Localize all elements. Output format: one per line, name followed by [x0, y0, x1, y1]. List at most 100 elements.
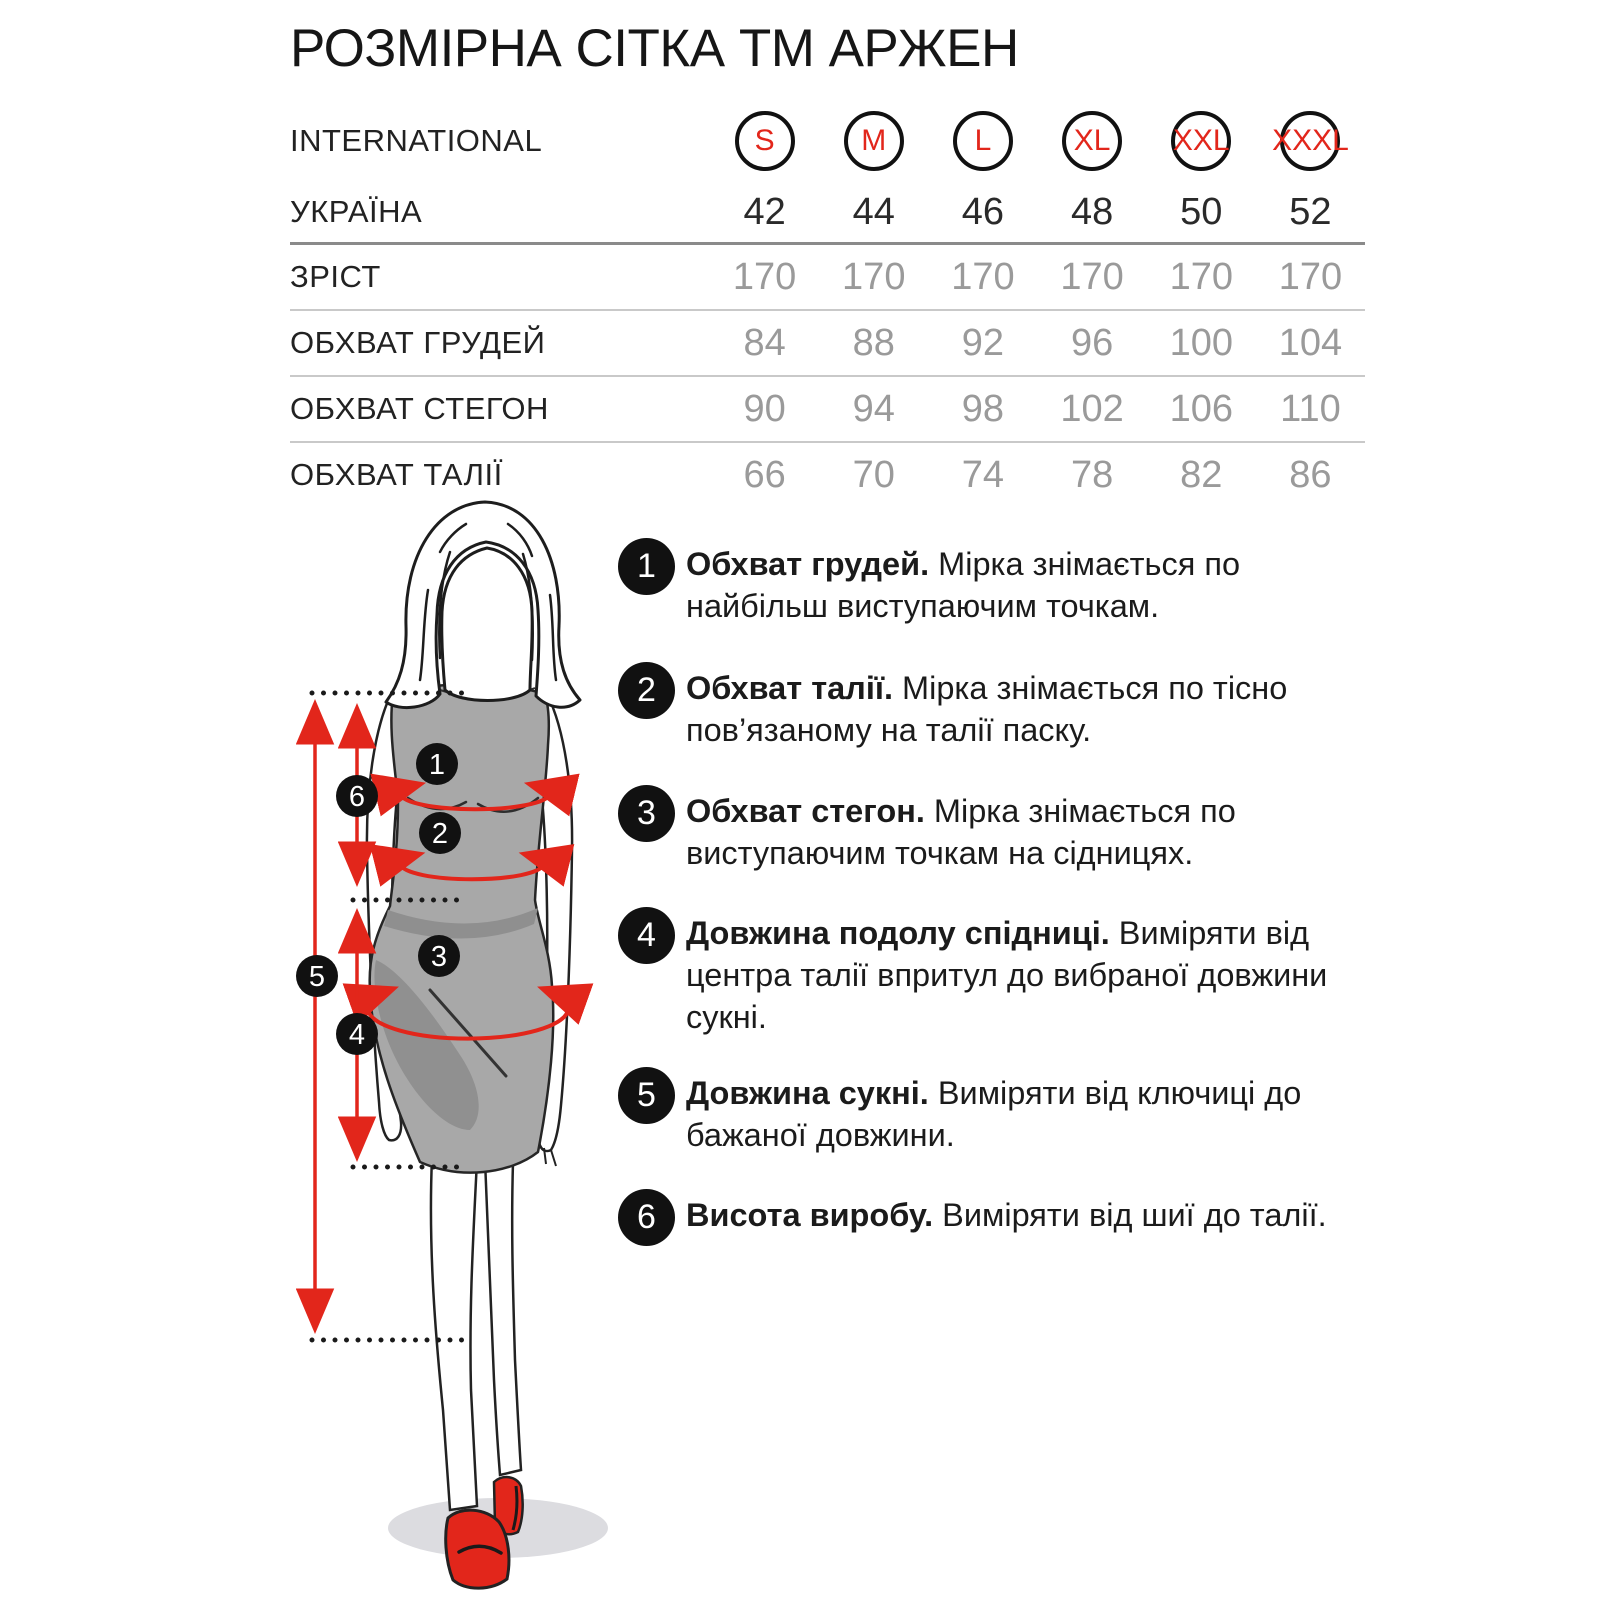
- figure-marker-6: 6: [349, 781, 365, 813]
- table-row-height: ЗРІСТ 170 170 170 170 170 170: [290, 245, 1365, 309]
- cell-value: 94: [852, 387, 895, 430]
- figure-marker-2: 2: [432, 818, 448, 850]
- row-label: ОБХВАТ ТАЛІЇ: [290, 457, 503, 492]
- ukraine-size-value: 50: [1180, 190, 1223, 233]
- right-hand-fingers: [543, 1147, 557, 1167]
- table-body: ЗРІСТ 170 170 170 170 170 170 ОБХВАТ ГРУ…: [290, 242, 1365, 507]
- figure-marker-3-circle: [418, 935, 460, 977]
- legend-term-1: Обхват грудей.: [686, 546, 930, 582]
- legend-item-product-height: 6 Висота виробу. Виміряти від шиї до тал…: [618, 1189, 1348, 1246]
- legend-term-5: Довжина сукні.: [686, 1075, 929, 1111]
- cell-value: 100: [1169, 321, 1233, 364]
- row-label-ukraine: УКРАЇНА: [290, 194, 423, 229]
- legend-desc-3: Мірка знімається по виступаючим точкам н…: [686, 793, 1236, 871]
- front-leg: [429, 1156, 479, 1512]
- legend-text-2: Обхват талії. Мірка знімається по тісно …: [686, 662, 1346, 751]
- legend-desc-5: Виміряти від ключиці до бажаної довжини.: [686, 1075, 1302, 1153]
- cell-value: 66: [743, 453, 786, 496]
- legend-text-1: Обхват грудей. Мірка знімається по найбі…: [686, 538, 1346, 627]
- figure-marker-3: 3: [431, 941, 447, 973]
- legend-desc-4: Виміряти від центра талії впритул до виб…: [686, 915, 1328, 1035]
- legend-desc-2: Мірка знімається по тісно пов’язаному на…: [686, 670, 1288, 748]
- figure-marker-4-circle: [336, 1013, 378, 1055]
- cell-value: 170: [842, 255, 906, 298]
- legend-item-hips: 3 Обхват стегон. Мірка знімається по вис…: [618, 785, 1348, 874]
- cell-value: 106: [1169, 387, 1233, 430]
- bust-band: [370, 773, 580, 817]
- cell-value: 170: [732, 255, 797, 298]
- legend-num-4: 4: [618, 907, 675, 964]
- page-title: РОЗМІРНА СІТКА ТМ АРЖЕН: [290, 19, 1019, 78]
- legend-term-2: Обхват талії.: [686, 670, 894, 706]
- back-leg: [483, 1158, 523, 1477]
- row-label-international: INTERNATIONAL: [290, 123, 543, 158]
- legend-text-6: Висота виробу. Виміряти від шиї до талії…: [686, 1189, 1346, 1246]
- cell-value: 170: [1060, 255, 1124, 298]
- size-badge-l: L: [952, 111, 1013, 171]
- figure-marker-5-circle: [296, 955, 338, 997]
- legend-item-waist: 2 Обхват талії. Мірка знімається по тісн…: [618, 662, 1348, 751]
- back-shoe-heel-line: [511, 1485, 519, 1531]
- cell-value: 110: [1280, 387, 1341, 430]
- cell-value: 98: [961, 387, 1005, 430]
- figure-markers: 1 2 3 4 5 6: [296, 743, 461, 1055]
- legend-desc-6: Виміряти від шиї до талії.: [933, 1197, 1327, 1233]
- legend-term-4: Довжина подолу спідниці.: [686, 915, 1110, 951]
- size-badge-xxxl: XXXL: [1272, 111, 1349, 171]
- legend-num-3: 3: [618, 785, 675, 842]
- cell-value: 88: [852, 321, 895, 364]
- legend-text-3: Обхват стегон. Мірка знімається по висту…: [686, 785, 1346, 874]
- figure-marker-1-circle: [416, 743, 458, 785]
- front-shoe: [444, 1508, 511, 1590]
- cell-value: 86: [1289, 453, 1332, 496]
- figure-marker-4: 4: [349, 1019, 365, 1051]
- size-chart-table: INTERNATIONAL S M L XL XXL XXXL УКРАЇНА …: [290, 100, 1365, 507]
- legend-num-2: 2: [618, 662, 675, 719]
- ukraine-size-value: 42: [743, 190, 786, 233]
- ukraine-size-value: 52: [1289, 190, 1332, 233]
- figure-marker-5: 5: [309, 961, 325, 993]
- legend-item-chest: 1 Обхват грудей. Мірка знімається по най…: [618, 538, 1348, 627]
- legend-desc-1: Мірка знімається по найбільш виступаючим…: [686, 546, 1241, 624]
- cell-value: 96: [1070, 321, 1114, 364]
- cell-value: 170: [951, 255, 1015, 298]
- table-row-ukraine: УКРАЇНА 42 44 46 48 50 52: [290, 182, 1365, 242]
- legend-term-3: Обхват стегон.: [686, 793, 925, 829]
- ukraine-size-value: 44: [852, 190, 895, 233]
- dress-waist-shadow: [384, 908, 538, 939]
- table-row-chest: ОБХВАТ ГРУДЕЙ 84 88 92 96 100 104: [290, 309, 1365, 375]
- figure-marker-1: 1: [429, 749, 445, 781]
- ukraine-size-value: 48: [1070, 190, 1114, 233]
- cell-value: 170: [1169, 255, 1233, 298]
- legend-num-6: 6: [618, 1189, 675, 1246]
- measurement-guide-lines: [309, 690, 473, 1343]
- cell-value: 170: [1278, 255, 1343, 298]
- cell-value: 78: [1070, 453, 1114, 496]
- waist-band: [369, 844, 575, 887]
- table-row-hips: ОБХВАТ СТЕГОН 90 94 98 102 106 110: [290, 375, 1365, 441]
- front-shoe-line: [457, 1544, 503, 1555]
- legend-item-skirt-length: 4 Довжина подолу спідниці. Виміряти від …: [618, 907, 1348, 1038]
- size-badge-s: S: [734, 111, 795, 171]
- woman-measurement-illustration: 1 2 3 4 5 6: [295, 500, 608, 1590]
- cell-value: 70: [852, 453, 895, 496]
- row-label: ОБХВАТ СТЕГОН: [290, 391, 549, 426]
- row-label: ОБХВАТ ГРУДЕЙ: [290, 325, 546, 360]
- ukraine-size-value: 46: [961, 190, 1005, 233]
- size-badge-m: M: [843, 111, 904, 171]
- figure-marker-2-circle: [419, 812, 461, 854]
- cell-value: 82: [1180, 453, 1223, 496]
- cell-value: 84: [743, 321, 786, 364]
- cell-value: 104: [1278, 321, 1343, 364]
- table-row-waist: ОБХВАТ ТАЛІЇ 66 70 74 78 82 86: [290, 441, 1365, 507]
- legend-text-5: Довжина сукні. Виміряти від ключиці до б…: [686, 1067, 1346, 1156]
- cell-value: 92: [961, 321, 1005, 364]
- table-row-international: INTERNATIONAL S M L XL XXL XXXL: [290, 100, 1365, 182]
- row-label: ЗРІСТ: [290, 259, 381, 294]
- size-badge-xxl: XXL: [1171, 111, 1232, 171]
- legend-num-1: 1: [618, 538, 675, 595]
- legend-num-5: 5: [618, 1067, 675, 1124]
- size-badge-xl: XL: [1062, 111, 1123, 171]
- hair-strands: [418, 522, 558, 682]
